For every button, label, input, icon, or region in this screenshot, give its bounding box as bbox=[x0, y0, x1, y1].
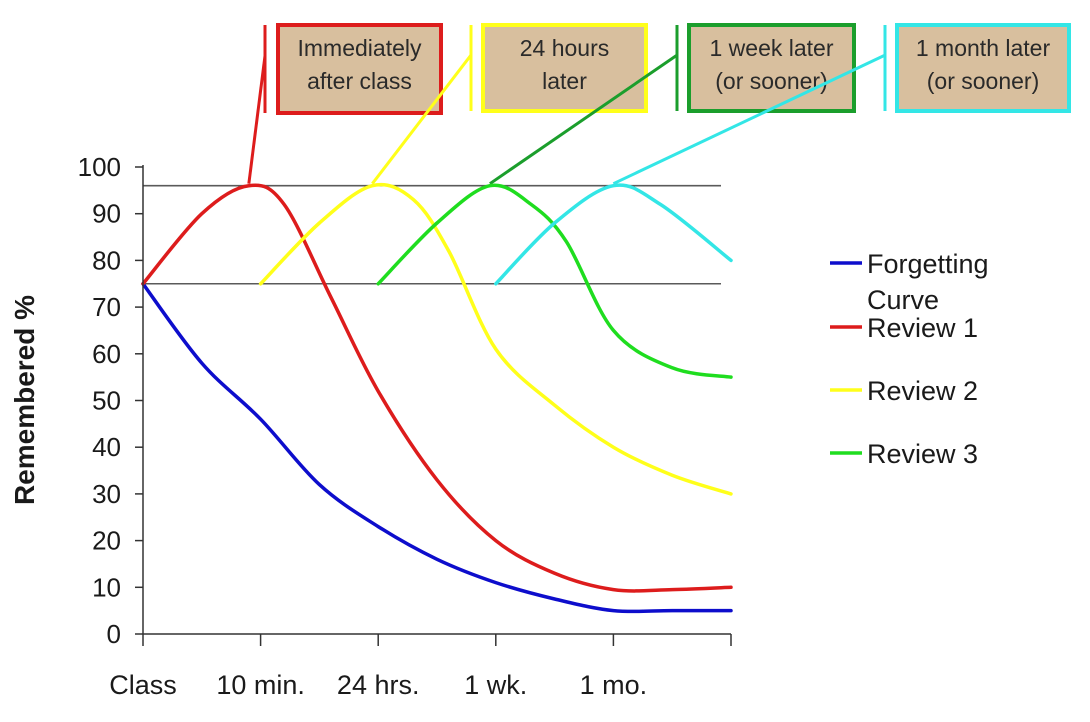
callout-box-3 bbox=[895, 23, 1071, 113]
y-tick-label-60: 60 bbox=[92, 339, 121, 369]
series-line-2 bbox=[258, 182, 733, 496]
y-tick-label-70: 70 bbox=[92, 292, 121, 322]
series-line-4 bbox=[494, 183, 733, 286]
y-tick-label-10: 10 bbox=[92, 572, 121, 602]
callout-text-0-1: after class bbox=[307, 68, 412, 94]
x-tick-label-4: 1 mo. bbox=[580, 670, 648, 700]
y-tick-label-0: 0 bbox=[107, 619, 121, 649]
axes: 0 10 20 30 40 50 60 70 80 90 100 Class 10 min. 24 hrs… bbox=[78, 152, 732, 700]
callout-pointer-0 bbox=[247, 55, 267, 184]
y-tick-label-30: 30 bbox=[92, 479, 121, 509]
callout-pointer-3 bbox=[612, 53, 886, 186]
y-tick-label-80: 80 bbox=[92, 245, 121, 275]
series-line-0 bbox=[141, 282, 733, 614]
y-axis-label: Remembered % bbox=[9, 295, 40, 505]
callout-text-1-1: later bbox=[542, 68, 587, 94]
callout-box-2 bbox=[687, 23, 856, 113]
series-layer bbox=[141, 182, 733, 614]
callout-text-1-0: 24 hours bbox=[520, 35, 610, 61]
legend-label-0: Forgetting Curve bbox=[867, 249, 989, 315]
callout-pointer-2 bbox=[489, 53, 678, 185]
callout-layer: Immediately after class 24 hours later 1 wee… bbox=[247, 23, 1071, 186]
x-tick-label-3: 1 wk. bbox=[464, 670, 527, 700]
series-line-3 bbox=[376, 183, 733, 379]
legend-label-2: Review 2 bbox=[867, 376, 978, 406]
y-tick-label-50: 50 bbox=[92, 386, 121, 416]
callout-text-3-1: (or sooner) bbox=[927, 68, 1039, 94]
callout-text-2-0: 1 week later bbox=[709, 35, 833, 61]
x-tick-label-2: 24 hrs. bbox=[337, 670, 420, 700]
y-tick-label-90: 90 bbox=[92, 199, 121, 229]
y-tick-label-20: 20 bbox=[92, 526, 121, 556]
callout-text-0-0: Immediately bbox=[298, 35, 422, 61]
legend-label-1: Review 1 bbox=[867, 313, 978, 343]
reference-lines bbox=[143, 184, 721, 285]
x-tick-label-0: Class bbox=[109, 670, 177, 700]
callout-box-0 bbox=[276, 23, 443, 115]
series-line-1 bbox=[141, 183, 733, 593]
y-tick-label-40: 40 bbox=[92, 432, 121, 462]
legend-label-3: Review 3 bbox=[867, 439, 978, 469]
callout-text-3-0: 1 month later bbox=[916, 35, 1051, 61]
callout-pointer-1 bbox=[371, 54, 473, 185]
x-tick-label-1: 10 min. bbox=[216, 670, 305, 700]
y-tick-label-100: 100 bbox=[78, 152, 121, 182]
